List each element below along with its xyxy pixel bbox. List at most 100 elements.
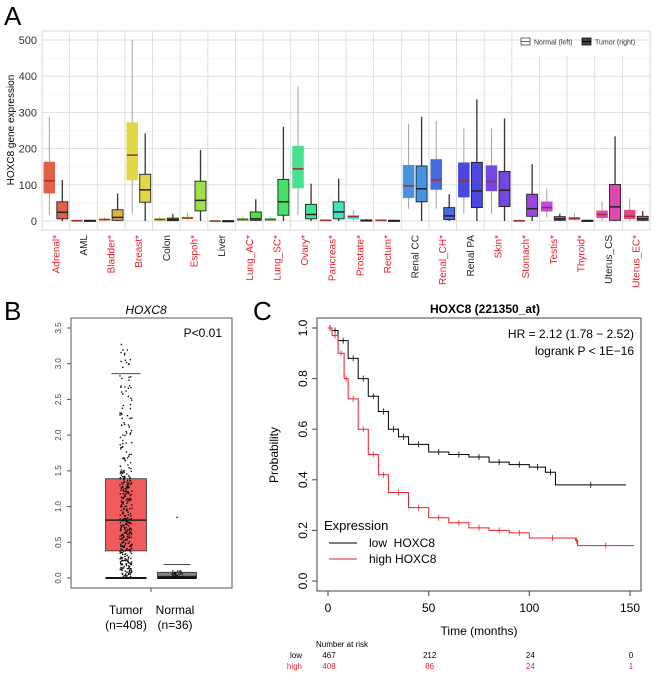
chart-title: HOXC8 (221350_at)	[430, 302, 540, 316]
y-tick-label: 1.0	[296, 319, 310, 336]
jitter-point	[120, 470, 122, 473]
legend-title: Expression	[324, 518, 388, 533]
jitter-point	[128, 537, 131, 539]
jitter-point	[130, 493, 132, 496]
jitter-point	[126, 509, 129, 511]
jitter-point	[121, 557, 124, 559]
jitter-point	[180, 571, 183, 574]
jitter-point	[126, 502, 128, 505]
jitter-point	[130, 399, 133, 401]
jitter-point	[128, 570, 131, 573]
jitter-point	[128, 508, 131, 510]
jitter-point	[128, 376, 130, 379]
jitter-point	[128, 379, 130, 381]
y-tick-label: 0.0	[54, 572, 63, 584]
jitter-point	[123, 475, 125, 478]
jitter-point	[131, 571, 133, 573]
y-tick-label: 500	[19, 35, 37, 47]
y-tick-label: 0.5	[54, 536, 63, 548]
jitter-point	[130, 557, 132, 560]
y-tick-label: 1.0	[54, 500, 63, 512]
jitter-point	[126, 500, 129, 503]
jitter-point	[176, 570, 179, 572]
jitter-point	[119, 414, 121, 416]
jitter-point	[122, 541, 125, 544]
jitter-point	[119, 436, 122, 439]
y-tick-label: 0.8	[296, 370, 310, 387]
risk-row-label: low	[290, 651, 302, 660]
y-tick-label: 3.5	[54, 322, 63, 334]
legend-label-low: low HOXC8	[369, 536, 435, 550]
tumor-box	[56, 201, 69, 220]
jitter-point	[127, 565, 130, 567]
jitter-point	[129, 512, 132, 515]
jitter-point	[130, 498, 132, 501]
normal-box	[43, 161, 56, 194]
jitter-point	[122, 503, 124, 505]
jitter-point	[129, 573, 132, 576]
jitter-point	[119, 568, 122, 571]
jitter-point	[124, 555, 126, 558]
jitter-point	[126, 456, 129, 459]
jitter-point	[129, 576, 132, 579]
jitter-point	[127, 483, 129, 485]
jitter-point	[125, 488, 128, 490]
jitter-point	[181, 573, 184, 575]
jitter-point	[125, 390, 127, 392]
jitter-point	[121, 446, 123, 449]
jitter-point	[120, 525, 123, 528]
tumor-box	[194, 180, 207, 212]
jitter-point	[120, 391, 123, 393]
jitter-point	[128, 535, 131, 537]
jitter-point	[130, 504, 133, 506]
jitter-point	[119, 465, 122, 468]
jitter-point	[123, 518, 126, 520]
jitter-point	[127, 475, 130, 477]
jitter-point	[124, 494, 126, 496]
jitter-point	[130, 441, 133, 444]
jitter-point	[130, 453, 133, 456]
jitter-point	[125, 432, 128, 434]
jitter-point	[125, 490, 127, 492]
jitter-point	[128, 482, 130, 484]
jitter-point	[125, 530, 127, 532]
jitter-point	[121, 475, 124, 478]
tumor-box	[111, 209, 124, 221]
jitter-point	[120, 509, 123, 512]
jitter-point	[126, 349, 129, 351]
jitter-point	[126, 554, 129, 557]
jitter-point	[119, 538, 121, 540]
jitter-point	[129, 461, 132, 464]
jitter-point	[128, 567, 130, 570]
jitter-point	[128, 479, 131, 482]
x-group-n-label: (n=408)	[105, 618, 147, 632]
jitter-point	[127, 572, 130, 575]
jitter-point	[127, 533, 130, 535]
jitter-point	[123, 539, 125, 542]
jitter-point	[121, 393, 124, 395]
tumor-box	[415, 165, 428, 203]
jitter-point	[126, 567, 129, 570]
jitter-point	[127, 486, 130, 489]
jitter-point	[129, 551, 132, 553]
jitter-point	[127, 560, 129, 562]
risk-value: 212	[423, 651, 437, 660]
jitter-point	[126, 530, 128, 533]
jitter-point	[120, 343, 123, 346]
x-tick-label: Bladder*	[107, 235, 118, 273]
jitter-point	[120, 424, 123, 427]
jitter-point	[119, 518, 121, 520]
jitter-point	[120, 538, 123, 541]
normal-box	[623, 209, 636, 220]
jitter-point	[121, 482, 123, 484]
jitter-point	[119, 528, 122, 531]
jitter-point	[120, 489, 122, 491]
jitter-point	[121, 563, 124, 565]
jitter-point	[124, 543, 126, 546]
x-tick-label: Lung_SC*	[272, 235, 283, 281]
risk-value: 24	[526, 662, 535, 671]
jitter-point	[120, 566, 122, 569]
jitter-point	[129, 358, 132, 361]
panel-label-a: A	[4, 1, 22, 31]
tumor-box	[526, 193, 539, 217]
